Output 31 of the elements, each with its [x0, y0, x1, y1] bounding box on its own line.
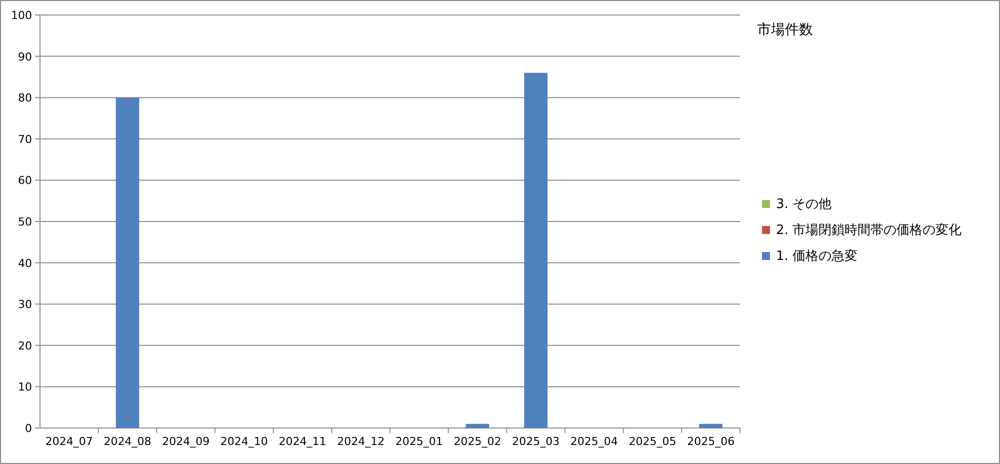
y-tick-label: 100 — [11, 9, 32, 22]
y-tick-label: 40 — [18, 256, 32, 270]
x-tick-label: 2024_08 — [104, 435, 152, 448]
y-tick-label: 50 — [18, 216, 32, 228]
x-tick-label: 2025_01 — [395, 435, 443, 448]
legend-label: 3. その他 — [776, 197, 832, 212]
x-tick-label: 2025_05 — [628, 435, 676, 448]
bar — [524, 72, 548, 428]
y-tick-label: 70 — [18, 132, 32, 146]
legend-label: 1. 価格の急変 — [776, 248, 858, 264]
x-tick-label: 2025_06 — [687, 435, 735, 448]
x-tick-label: 2024_09 — [162, 435, 210, 448]
y-tick-label: 30 — [18, 298, 32, 312]
x-tick-label: 2025_03 — [512, 435, 560, 448]
y-tick-label: 60 — [18, 174, 32, 188]
x-tick-label: 2025_02 — [454, 435, 502, 448]
y-tick-label: 90 — [18, 50, 32, 64]
y-tick-label: 10 — [18, 380, 32, 394]
x-tick-label: 2025_04 — [570, 435, 618, 448]
y-tick-label: 20 — [18, 339, 32, 352]
text: 市場件数 — [757, 22, 813, 38]
bar — [466, 424, 490, 428]
x-tick-label: 2024_12 — [337, 435, 385, 448]
y-tick-label: 80 — [18, 92, 32, 105]
x-tick-label: 2024_11 — [278, 435, 326, 448]
y-tick-label: 0 — [25, 422, 32, 435]
bar — [699, 424, 722, 428]
x-tick-label: 2024_10 — [220, 435, 268, 448]
legend-label: 2. 市場閉鎖時間帯の価格の変化 — [776, 222, 962, 238]
x-tick-label: 2024_07 — [45, 435, 93, 448]
bar — [116, 98, 140, 428]
